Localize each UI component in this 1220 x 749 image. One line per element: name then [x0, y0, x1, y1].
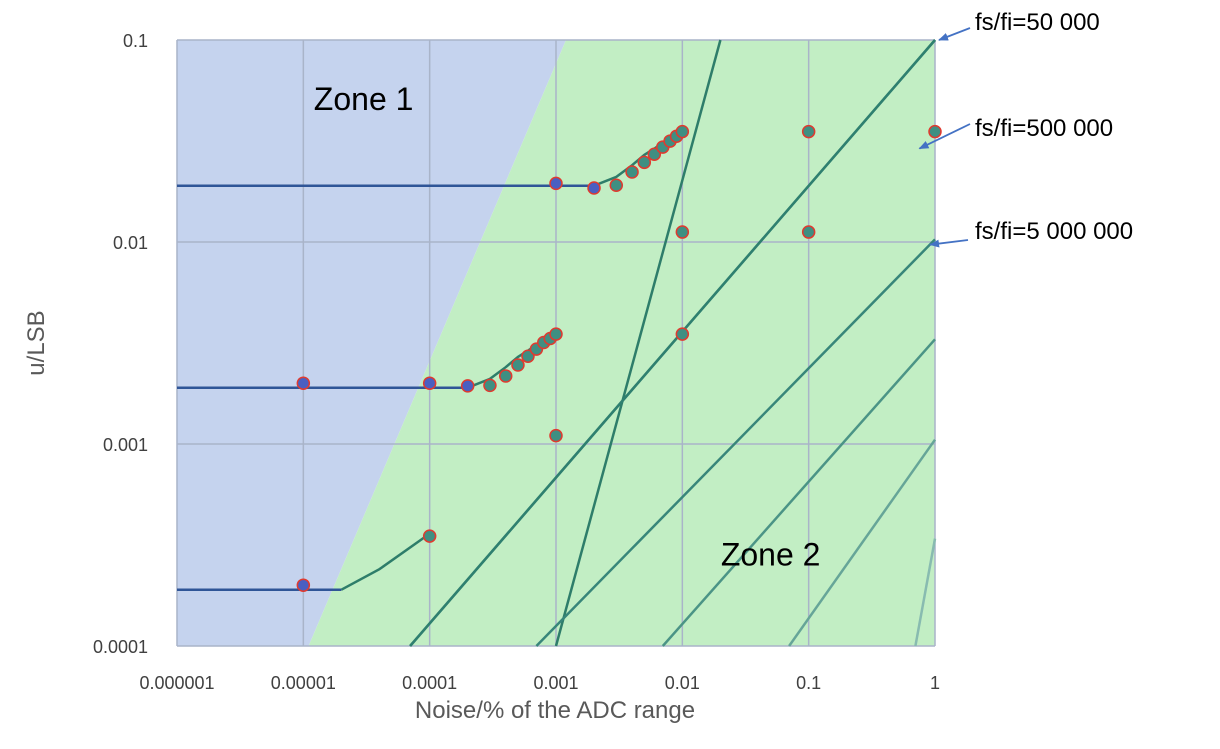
zones-layer	[177, 40, 936, 646]
y-tick-label: 0.001	[103, 435, 148, 455]
x-tick-label: 0.000001	[139, 673, 214, 693]
data-point	[296, 376, 311, 390]
data-point	[296, 578, 311, 592]
data-point	[460, 379, 475, 393]
zone-2-label: Zone 2	[721, 537, 821, 573]
data-point	[625, 165, 639, 179]
data-point	[549, 428, 563, 443]
labels-layer: Zone 1 Zone 2	[314, 81, 821, 573]
data-point	[609, 178, 624, 192]
data-point	[422, 376, 437, 390]
data-point	[549, 176, 563, 191]
data-point	[647, 147, 662, 161]
points-layer	[296, 124, 942, 592]
y-axis-title: u/LSB	[23, 310, 50, 375]
data-point	[675, 327, 690, 341]
annotation-label: fs/fi=5 000 000	[975, 218, 1133, 245]
data-point	[511, 358, 525, 372]
data-point	[521, 349, 535, 363]
data-point	[498, 369, 513, 383]
series-line	[340, 532, 431, 591]
reference-line	[788, 438, 937, 647]
data-point	[928, 124, 942, 139]
reference-line	[409, 39, 936, 647]
zone-2-area	[308, 40, 936, 646]
y-tick-label: 0.0001	[93, 637, 148, 657]
x-axis-title: Noise/% of the ADC range	[415, 697, 695, 724]
annotation-label: fs/fi=500 000	[975, 115, 1113, 142]
zone-1-area	[177, 40, 566, 646]
data-point	[549, 327, 563, 341]
annotation-arrow	[929, 239, 969, 248]
reference-line	[535, 238, 936, 647]
x-tick-label: 0.1	[796, 673, 821, 693]
x-tick-label: 0.01	[665, 673, 700, 693]
y-tick-label: 0.1	[123, 31, 148, 51]
data-point	[637, 155, 652, 170]
data-point	[675, 124, 690, 139]
zone-1-label: Zone 1	[314, 81, 414, 117]
data-point	[675, 225, 690, 239]
annotation-layer: fs/fi=50 000 fs/fi=500 000 fs/fi=5 000 000	[918, 9, 1133, 248]
annotation-label: fs/fi=50 000	[975, 9, 1100, 36]
x-tick-label: 0.001	[533, 673, 578, 693]
data-point	[422, 529, 437, 543]
data-point	[801, 124, 816, 139]
x-tick-label: 1	[930, 673, 940, 693]
annotation-arrow	[938, 27, 971, 41]
y-tick-label: 0.01	[113, 233, 148, 253]
annotation-arrow	[918, 123, 971, 150]
x-tick-label: 0.00001	[271, 673, 336, 693]
reference-line	[914, 538, 937, 647]
data-point	[587, 181, 601, 195]
ticks-layer: 0.000001 0.00001 0.0001 0.001 0.01 0.1 1 0.0001…	[93, 31, 940, 693]
reference-line	[661, 338, 936, 647]
data-point	[801, 225, 816, 239]
reference-line	[554, 39, 722, 647]
x-tick-label: 0.0001	[402, 673, 457, 693]
data-point	[483, 378, 497, 393]
